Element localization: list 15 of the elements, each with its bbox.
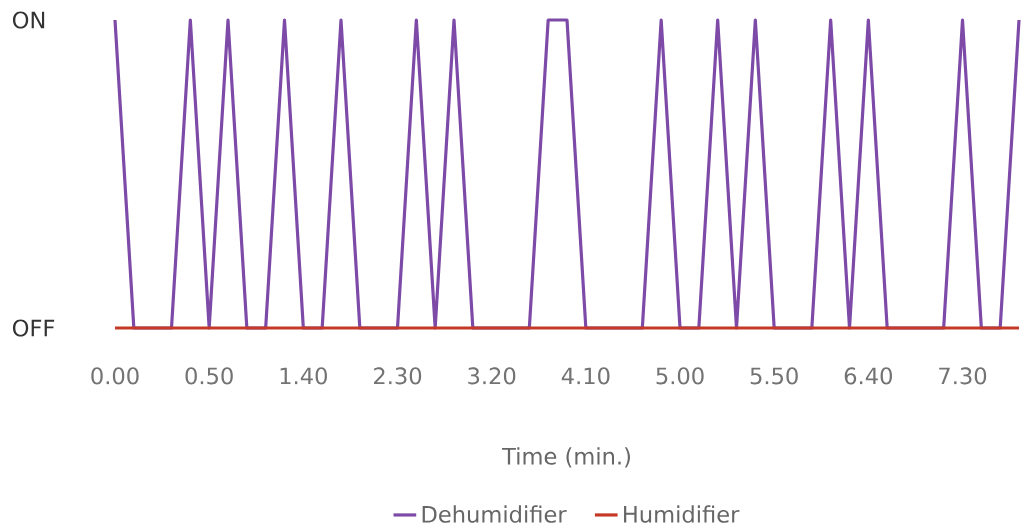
- x-tick-label: 5.00: [656, 367, 704, 385]
- x-tick-label: 0.00: [91, 367, 139, 385]
- legend-label: Humidifier: [624, 505, 740, 523]
- x-tick-label: 7.30: [939, 367, 987, 385]
- legend-label: Dehumidifier: [422, 505, 567, 523]
- text: OFF: [12, 319, 55, 337]
- text: ON: [12, 11, 45, 29]
- x-axis-title: Time (min.): [502, 447, 630, 468]
- x-tick-label: 1.40: [280, 367, 327, 385]
- x-tick-label: 5.50: [750, 367, 798, 385]
- x-tick-label: 3.20: [468, 367, 516, 385]
- x-tick-label: 0.50: [185, 367, 233, 385]
- x-tick-label: 2.30: [374, 367, 422, 385]
- x-tick-label: 4.10: [561, 367, 610, 385]
- x-tick-label: 6.40: [844, 367, 892, 385]
